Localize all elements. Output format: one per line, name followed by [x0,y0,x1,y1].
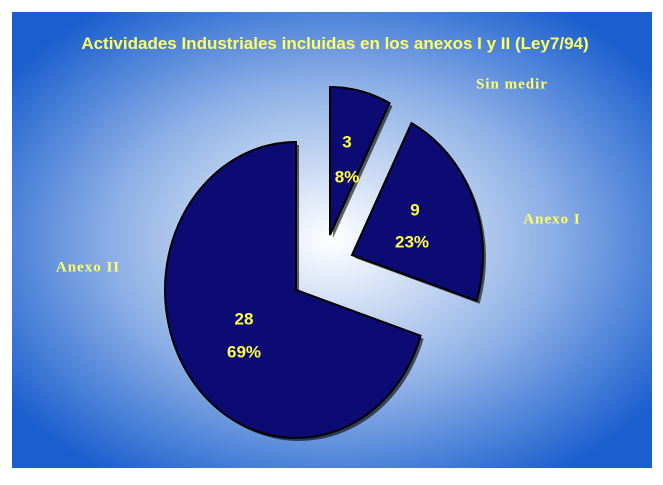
slice [350,121,484,303]
category-label: Anexo II [56,259,120,275]
percent-label: 69% [227,342,261,361]
value-label: 9 [410,200,419,219]
category-label: Anexo I [523,211,580,227]
value-label: 28 [235,309,254,328]
slice [164,140,422,439]
category-label: Sin medir [476,76,548,92]
value-label: 3 [342,132,351,151]
slice [329,85,391,236]
chart-title: Actividades Industriales incluidas en lo… [81,34,589,53]
percent-label: 23% [395,232,429,251]
pie [164,85,487,442]
percent-label: 8% [335,167,360,186]
